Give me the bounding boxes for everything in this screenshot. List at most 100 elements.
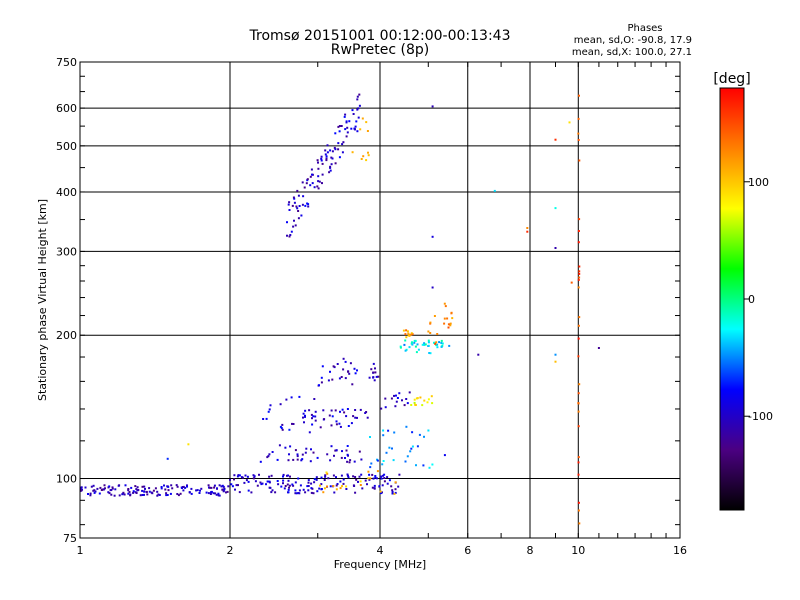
data-point [311,423,314,426]
data-point [238,474,241,477]
data-point [184,486,187,489]
legend-line-o: mean, sd,O: -90.8, 17.9 [574,35,692,46]
data-point [394,491,397,494]
data-point [401,399,403,402]
data-point [330,409,333,412]
data-point [388,446,391,449]
data-point [346,131,349,134]
data-point [287,474,289,477]
data-point [292,196,295,199]
data-point [179,492,182,495]
data-point [128,491,131,493]
data-point [333,491,336,494]
data-point [317,167,320,170]
data-point [410,447,413,450]
data-point [431,105,434,108]
data-point [267,410,270,413]
data-point [578,383,581,386]
data-point [370,368,373,371]
data-point [165,494,168,497]
data-point [411,341,413,344]
data-point [577,461,580,464]
data-point [423,343,426,346]
data-point [271,451,274,453]
data-point [308,409,311,412]
data-point [320,476,323,479]
data-point [279,425,282,428]
data-point [96,487,99,490]
data-point [352,415,355,418]
data-point [93,491,96,494]
data-point [171,487,174,490]
data-point [89,492,92,495]
data-point [395,400,398,403]
data-point [356,108,359,111]
data-point [526,230,529,233]
data-point [319,484,321,487]
data-point [304,451,307,454]
data-point [554,353,557,356]
data-point [143,490,146,493]
data-point [311,173,313,176]
data-point [341,450,343,453]
data-point [340,474,343,477]
data-point [352,484,355,487]
data-point [331,415,334,418]
data-point [259,481,262,484]
data-point [577,324,580,327]
data-point [297,477,300,480]
data-point [143,493,145,496]
data-point [436,333,439,335]
data-point [410,333,413,336]
data-point [421,404,424,407]
data-point [568,121,571,124]
data-point [351,151,354,154]
data-point [338,156,341,159]
data-point [90,485,93,488]
data-point [87,493,89,495]
data-point [577,139,580,141]
data-point [302,195,305,198]
data-point [395,394,397,397]
data-point [352,113,355,115]
data-point [321,173,324,176]
data-point [310,482,313,485]
data-point [225,491,227,494]
data-point [302,412,305,415]
data-point [317,161,319,164]
data-point [347,476,350,479]
data-point [427,344,430,347]
data-point [280,427,283,430]
data-point [157,493,160,496]
data-point [577,241,580,244]
data-point [266,456,269,459]
data-point [226,490,229,493]
data-point [265,483,267,486]
data-point [330,445,333,448]
data-point [405,336,408,339]
data-point [477,353,480,356]
data-point [329,169,332,172]
data-point [108,485,111,488]
data-point [277,483,280,486]
data-point [578,270,581,273]
data-point [334,132,337,135]
data-point [217,492,220,495]
data-point [404,460,407,463]
data-point [265,417,268,420]
data-point [307,203,310,206]
data-point [163,484,165,487]
data-point [326,485,328,488]
data-point [213,486,216,489]
data-point [577,117,580,120]
data-point [335,488,338,491]
data-point [348,372,351,375]
data-point [358,104,361,107]
data-point [347,370,350,373]
data-point [364,412,367,414]
data-point [308,431,311,434]
data-point [286,234,288,237]
data-point [94,490,97,493]
data-point [287,479,290,482]
data-point [334,162,337,165]
